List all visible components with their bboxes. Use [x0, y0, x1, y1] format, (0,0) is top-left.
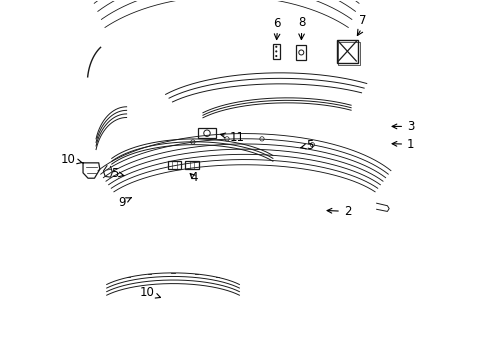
- Circle shape: [275, 55, 277, 57]
- Bar: [296, 45, 305, 60]
- Text: 3: 3: [391, 120, 413, 133]
- Text: 5: 5: [300, 139, 313, 152]
- Text: 9: 9: [118, 195, 131, 209]
- Text: 8: 8: [297, 16, 305, 29]
- Text: 4: 4: [190, 171, 197, 184]
- Bar: [338, 42, 359, 65]
- Text: 7: 7: [359, 14, 366, 27]
- Bar: [185, 161, 198, 169]
- Circle shape: [275, 50, 277, 53]
- Bar: [167, 161, 181, 169]
- Circle shape: [275, 46, 277, 48]
- Bar: [198, 128, 216, 138]
- Bar: [336, 40, 357, 63]
- Text: 10: 10: [139, 286, 160, 299]
- Bar: [272, 44, 279, 59]
- Text: 10: 10: [61, 153, 82, 166]
- Text: 2: 2: [326, 205, 350, 218]
- Text: 6: 6: [273, 17, 281, 30]
- Text: 1: 1: [391, 138, 414, 151]
- Text: 5: 5: [111, 167, 124, 180]
- Text: 11: 11: [220, 131, 244, 144]
